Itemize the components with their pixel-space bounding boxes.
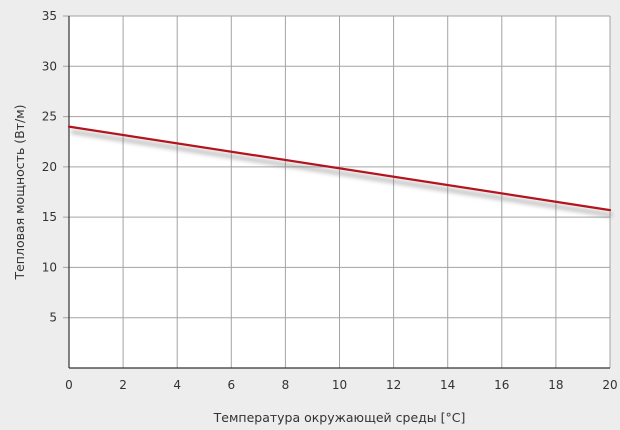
x-tick-label: 4 [173,378,181,392]
x-tick-label: 12 [386,378,401,392]
x-tick-label: 0 [65,378,73,392]
y-tick-label: 25 [42,110,57,124]
y-tick-label: 35 [42,9,57,23]
x-tick-label: 16 [494,378,509,392]
x-tick-label: 2 [119,378,127,392]
x-tick-label: 8 [282,378,290,392]
x-tick-label: 14 [440,378,455,392]
series [67,125,613,218]
x-tick-label: 10 [332,378,347,392]
x-axis-title: Температура окружающей среды [°C] [213,410,466,425]
series-line-shadow [70,129,613,218]
x-tick-label: 18 [548,378,563,392]
series-line [67,125,612,212]
tick-labels: 0 2 4 6 8 10 12 14 16 18 20 5 10 15 20 25 30 35 [42,9,618,392]
axes [68,16,610,369]
y-axis-title: Тепловая мощность (Вт/м) [12,104,27,280]
y-tick-label: 30 [42,59,57,73]
x-tick-label: 6 [227,378,235,392]
y-tick-label: 20 [42,160,57,174]
x-tick-label: 20 [602,378,617,392]
y-tick-label: 10 [42,260,57,274]
y-tick-label: 15 [42,210,57,224]
y-tick-label: 5 [49,311,57,325]
